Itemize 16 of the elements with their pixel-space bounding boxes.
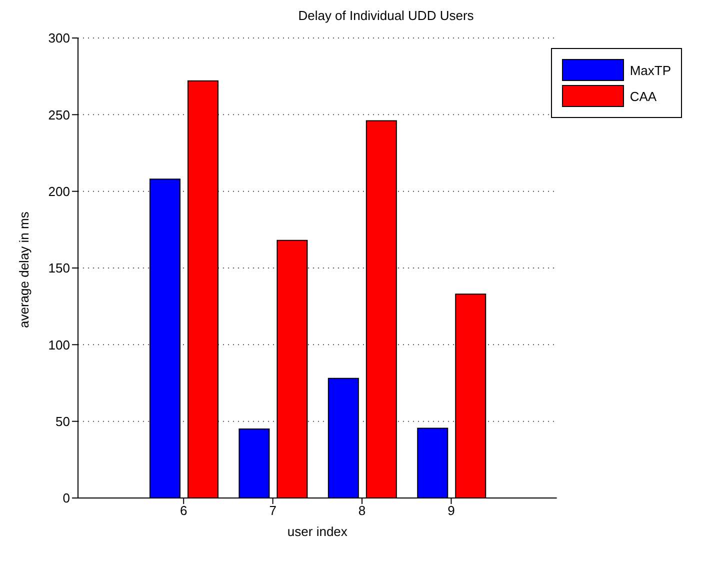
- y-tick-label: 300: [48, 30, 70, 46]
- x-tick-label: 8: [358, 503, 366, 518]
- x-tick-label: 9: [448, 503, 455, 518]
- x-axis-title: user index: [287, 524, 348, 539]
- chart-title: Delay of Individual UDD Users: [297, 8, 475, 23]
- y-tick-label: 200: [48, 184, 70, 199]
- x-tick-label: 6: [180, 503, 188, 518]
- y-tick-label: 250: [48, 107, 70, 122]
- legend-label: CAA: [630, 88, 657, 104]
- x-tick-label: 7: [269, 503, 276, 518]
- y-tick-label: 100: [48, 337, 70, 352]
- y-tick-label: 50: [56, 414, 70, 429]
- y-tick-label: 0: [62, 490, 70, 506]
- legend-label: MaxTP: [630, 62, 671, 78]
- y-axis-title: average delay in ms: [16, 211, 32, 328]
- y-tick-label: 150: [48, 260, 70, 276]
